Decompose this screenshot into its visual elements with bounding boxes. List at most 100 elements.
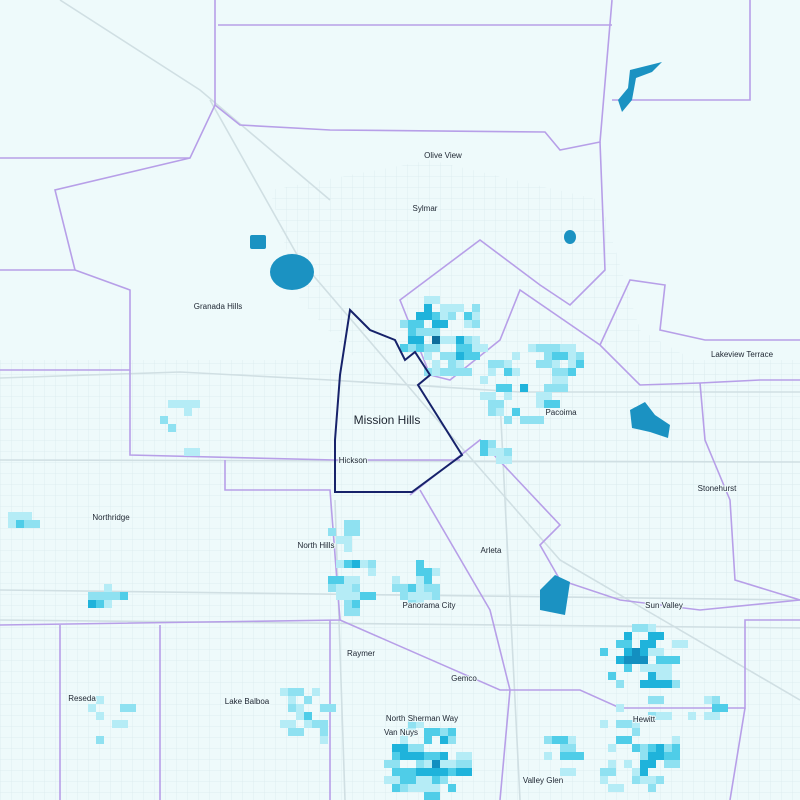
tract-cell xyxy=(504,448,512,456)
tract-cell xyxy=(304,696,312,704)
tract-cell xyxy=(168,400,184,408)
tract-cell xyxy=(288,704,296,712)
tract-cell xyxy=(600,720,608,728)
tract-cell xyxy=(184,408,192,416)
tract-cell xyxy=(168,424,176,432)
tract-cell xyxy=(640,768,648,776)
tract-cell xyxy=(520,416,536,424)
tract-cell xyxy=(328,584,336,592)
tract-cell xyxy=(184,400,192,408)
tract-cell xyxy=(544,752,552,760)
tract-cell xyxy=(568,736,576,744)
tract-cell xyxy=(120,720,128,728)
tract-cell xyxy=(392,752,400,760)
place-label: Lakeview Terrace xyxy=(711,350,774,359)
tract-cell xyxy=(664,664,672,672)
tract-cell xyxy=(616,720,632,728)
tract-cell xyxy=(280,688,288,696)
tract-cell xyxy=(416,592,432,600)
tract-cell xyxy=(608,744,616,752)
tract-cell xyxy=(424,760,432,768)
tract-cell xyxy=(88,592,96,600)
tract-cell xyxy=(600,648,608,656)
tract-cell xyxy=(8,512,16,520)
tract-cell xyxy=(432,296,440,304)
place-label: Granada Hills xyxy=(194,302,242,311)
tract-cell xyxy=(496,408,504,416)
tract-cells xyxy=(8,296,728,800)
tract-cell xyxy=(656,712,672,720)
tract-cell xyxy=(648,672,656,680)
tract-cell xyxy=(88,600,96,608)
tract-cell xyxy=(336,560,344,568)
tract-cell xyxy=(400,736,408,744)
tract-cell xyxy=(408,768,416,776)
tract-cell xyxy=(536,400,544,408)
tract-cell xyxy=(408,720,416,728)
tract-cell xyxy=(624,656,640,664)
tract-cell xyxy=(536,416,544,424)
tract-cell xyxy=(392,784,400,792)
tract-cell xyxy=(672,744,680,752)
tract-cell xyxy=(304,712,312,720)
tract-cell xyxy=(648,648,664,656)
tract-cell xyxy=(560,744,576,752)
tract-cell xyxy=(656,672,672,680)
tract-cell xyxy=(424,728,440,736)
tract-cell xyxy=(456,336,464,344)
tract-cell xyxy=(408,592,416,600)
tract-cell xyxy=(416,312,424,320)
tract-cell xyxy=(96,600,104,608)
tract-cell xyxy=(640,776,656,784)
tract-cell xyxy=(104,600,112,608)
tract-cell xyxy=(320,704,336,712)
tract-cell xyxy=(384,760,392,768)
tract-cell xyxy=(664,656,672,664)
tract-cell xyxy=(416,584,424,592)
tract-cell xyxy=(640,656,648,664)
tract-cell xyxy=(648,712,656,720)
tract-cell xyxy=(640,744,648,752)
tract-cell xyxy=(96,592,112,600)
tract-cell xyxy=(328,528,336,536)
tract-cell xyxy=(96,712,104,720)
tract-cell xyxy=(480,376,488,384)
tract-cell xyxy=(96,736,104,744)
tract-cell xyxy=(352,584,360,592)
tract-cell xyxy=(440,304,448,312)
tract-cell xyxy=(416,568,432,576)
tract-cell xyxy=(416,576,424,584)
tract-cell xyxy=(440,760,456,768)
tract-cell xyxy=(672,656,680,664)
tract-cell xyxy=(408,784,416,792)
tract-cell xyxy=(704,696,712,704)
place-label: Mission Hills xyxy=(354,413,421,427)
tract-cell xyxy=(656,656,664,664)
tract-cell xyxy=(432,360,440,368)
tract-cell xyxy=(504,360,512,368)
tract-cell xyxy=(528,344,536,352)
tract-cell xyxy=(512,352,520,360)
place-label: Van Nuys xyxy=(384,728,418,737)
tract-cell xyxy=(704,712,712,720)
tract-cell xyxy=(424,304,432,312)
tract-cell xyxy=(632,624,640,632)
tract-cell xyxy=(568,752,584,760)
place-label: Raymer xyxy=(347,649,375,658)
tract-cell xyxy=(408,328,416,336)
tract-cell xyxy=(392,744,400,752)
tract-cell xyxy=(656,744,664,752)
tract-cell xyxy=(480,448,488,456)
tract-cell xyxy=(416,784,424,792)
tract-cell xyxy=(392,768,408,776)
tract-cell xyxy=(632,768,640,776)
place-label: Lake Balboa xyxy=(225,697,270,706)
tract-cell xyxy=(456,760,472,768)
tract-cell xyxy=(440,336,448,344)
tract-cell xyxy=(600,768,616,776)
place-label: Panorama City xyxy=(403,601,456,610)
tract-cell xyxy=(160,416,168,424)
tract-cell xyxy=(112,592,120,600)
